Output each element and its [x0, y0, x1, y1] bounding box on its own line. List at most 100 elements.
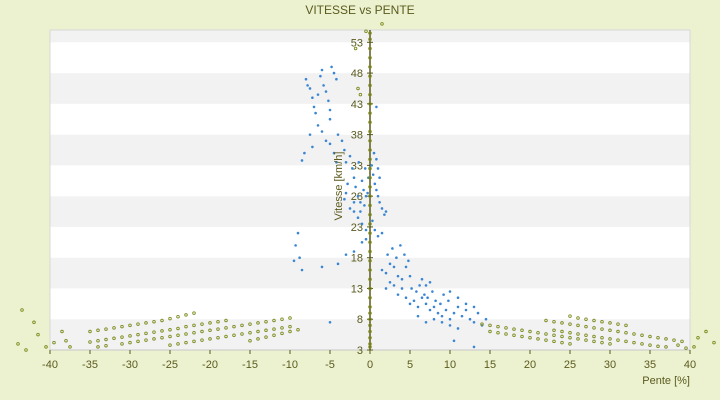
data-point	[319, 74, 322, 78]
data-point	[352, 250, 356, 253]
data-point	[447, 299, 450, 303]
data-point	[648, 334, 652, 339]
data-point	[384, 287, 388, 290]
data-point	[656, 335, 660, 340]
data-point	[624, 323, 628, 328]
data-point	[592, 318, 596, 323]
data-point	[335, 161, 338, 164]
data-point	[452, 339, 456, 343]
data-point	[356, 216, 360, 219]
data-point	[368, 74, 372, 78]
data-point	[184, 324, 188, 329]
x-tick-label: 10	[444, 359, 456, 371]
data-point	[368, 65, 372, 69]
data-point	[415, 290, 418, 293]
data-point	[368, 129, 372, 134]
data-point	[592, 339, 596, 344]
data-point	[216, 335, 220, 340]
data-point	[356, 194, 360, 198]
data-point	[536, 337, 540, 341]
data-point	[64, 339, 68, 343]
data-point	[328, 321, 332, 324]
data-point	[280, 331, 284, 336]
data-point	[160, 335, 164, 340]
data-point	[368, 139, 372, 143]
data-point	[352, 210, 356, 213]
data-point	[448, 324, 452, 327]
data-point	[375, 105, 378, 109]
data-point	[640, 342, 644, 346]
data-point	[576, 332, 580, 336]
data-point	[208, 328, 212, 333]
data-point	[396, 293, 400, 296]
y-tick-label: 33	[351, 160, 363, 172]
y-tick-label: 28	[351, 191, 363, 203]
data-point	[272, 327, 276, 331]
data-point	[120, 335, 124, 339]
data-point	[432, 317, 436, 321]
data-point	[208, 337, 212, 341]
data-point	[335, 77, 338, 81]
x-tick-label: 20	[524, 359, 536, 371]
data-point	[368, 342, 372, 346]
data-point	[344, 161, 348, 164]
data-point	[356, 86, 360, 91]
data-point	[712, 340, 716, 345]
data-point	[368, 203, 372, 208]
data-point	[416, 305, 420, 309]
data-point	[328, 142, 332, 146]
data-point	[368, 231, 372, 235]
data-point	[439, 302, 442, 306]
y-axis-label: Vitesse [km/h]	[333, 152, 345, 221]
x-tick-label: -40	[42, 359, 58, 371]
data-point	[330, 65, 333, 69]
data-point	[440, 321, 444, 324]
data-point	[476, 311, 480, 315]
x-tick-label: -10	[282, 359, 298, 371]
data-point	[136, 322, 140, 326]
data-point	[68, 345, 72, 349]
data-point	[364, 29, 368, 33]
data-point	[436, 311, 440, 315]
data-point	[44, 345, 48, 349]
data-point	[368, 194, 372, 198]
data-point	[216, 327, 220, 331]
data-point	[380, 22, 384, 26]
data-point	[420, 277, 424, 281]
data-point	[360, 241, 364, 244]
data-point	[568, 342, 572, 346]
data-point	[368, 305, 372, 309]
data-point	[384, 271, 388, 275]
data-point	[184, 313, 188, 317]
data-point	[504, 332, 508, 336]
data-point	[416, 314, 420, 318]
data-point	[192, 323, 196, 328]
data-point	[468, 317, 472, 321]
data-point	[36, 332, 40, 337]
y-tick-label: 48	[351, 68, 363, 80]
data-point	[676, 343, 680, 347]
data-point	[452, 311, 456, 315]
data-point	[168, 334, 172, 339]
data-point	[392, 284, 396, 287]
data-point	[432, 305, 436, 309]
data-point	[386, 253, 389, 256]
data-point	[294, 244, 297, 247]
data-point	[442, 293, 445, 296]
data-point	[480, 322, 484, 326]
data-point	[664, 345, 668, 349]
data-point	[440, 314, 444, 318]
data-point	[320, 130, 324, 133]
data-point	[672, 338, 676, 342]
data-point	[136, 339, 140, 344]
data-point	[464, 302, 468, 306]
data-point	[488, 323, 492, 328]
data-point	[368, 111, 372, 115]
data-point	[600, 335, 604, 340]
data-point	[376, 234, 380, 238]
data-point	[298, 256, 301, 259]
y-tick-label: 3	[357, 345, 363, 357]
data-point	[616, 338, 620, 342]
x-tick-label: 0	[367, 359, 373, 371]
data-point	[568, 314, 572, 318]
